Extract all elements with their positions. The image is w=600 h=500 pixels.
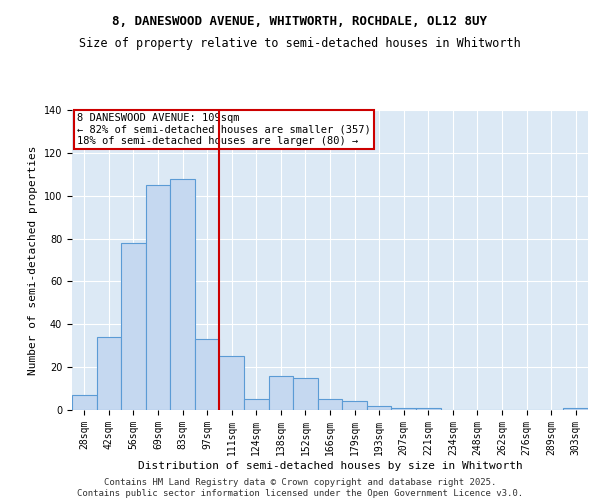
Bar	[121, 243, 146, 410]
X-axis label: Distribution of semi-detached houses by size in Whitworth: Distribution of semi-detached houses by …	[137, 460, 523, 470]
Bar	[146, 185, 170, 410]
Bar	[195, 340, 220, 410]
Bar	[170, 178, 195, 410]
Bar	[269, 376, 293, 410]
Bar	[293, 378, 318, 410]
Y-axis label: Number of semi-detached properties: Number of semi-detached properties	[28, 145, 38, 375]
Text: 8 DANESWOOD AVENUE: 109sqm
← 82% of semi-detached houses are smaller (357)
18% o: 8 DANESWOOD AVENUE: 109sqm ← 82% of semi…	[77, 113, 371, 146]
Bar	[220, 356, 244, 410]
Bar	[416, 408, 440, 410]
Bar	[391, 408, 416, 410]
Text: Size of property relative to semi-detached houses in Whitworth: Size of property relative to semi-detach…	[79, 38, 521, 51]
Text: Contains HM Land Registry data © Crown copyright and database right 2025.
Contai: Contains HM Land Registry data © Crown c…	[77, 478, 523, 498]
Bar	[563, 408, 588, 410]
Text: 8, DANESWOOD AVENUE, WHITWORTH, ROCHDALE, OL12 8UY: 8, DANESWOOD AVENUE, WHITWORTH, ROCHDALE…	[113, 15, 487, 28]
Bar	[97, 337, 121, 410]
Bar	[244, 400, 269, 410]
Bar	[367, 406, 391, 410]
Bar	[72, 395, 97, 410]
Bar	[318, 400, 342, 410]
Bar	[342, 402, 367, 410]
